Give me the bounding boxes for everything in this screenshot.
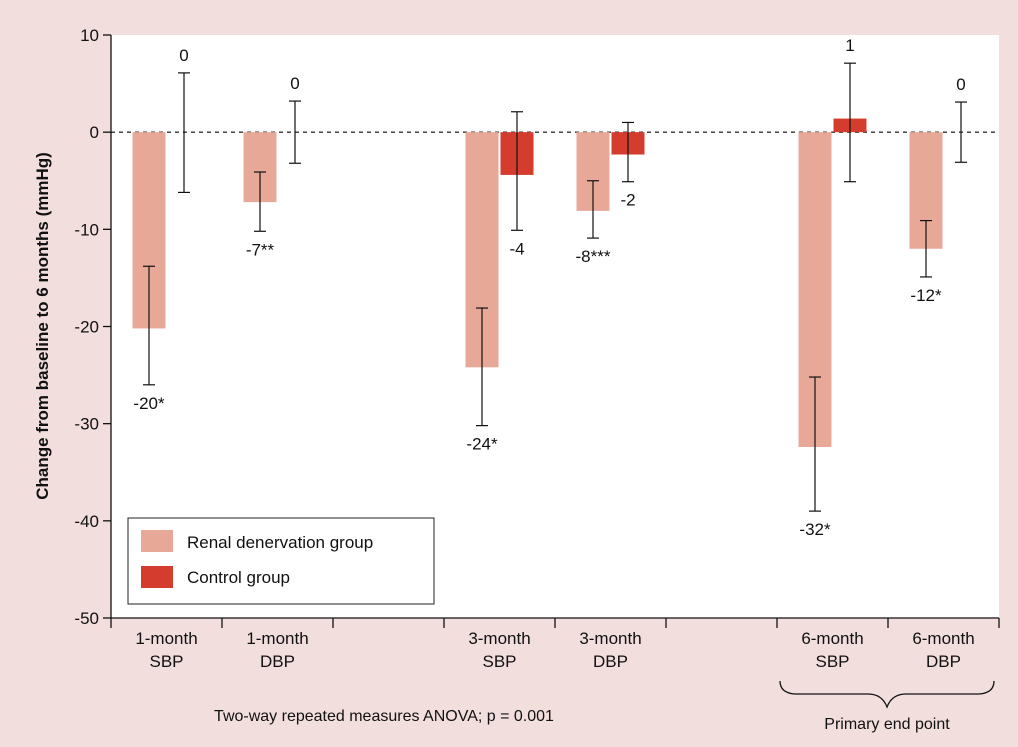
data-label-6-0: -32* xyxy=(799,520,831,539)
y-tick-label-3: -20 xyxy=(74,318,99,337)
legend-box xyxy=(127,517,435,605)
legend-swatch-control xyxy=(141,566,173,588)
y-tick-label-2: -10 xyxy=(74,220,99,239)
data-label-0-1: 0 xyxy=(179,46,188,65)
y-tick-label-0: 10 xyxy=(80,26,99,45)
data-label-4-0: -8*** xyxy=(576,247,611,266)
x-tick-sublabel-4: DBP xyxy=(593,652,628,671)
y-tick-label-5: -40 xyxy=(74,512,99,531)
data-label-3-0: -24* xyxy=(466,435,498,454)
x-tick-label-7: 6-month xyxy=(912,629,974,648)
data-label-0-0: -20* xyxy=(133,394,165,413)
x-tick-label-0: 1-month xyxy=(135,629,197,648)
data-label-6-1: 1 xyxy=(845,36,854,55)
y-tick-label-1: 0 xyxy=(90,123,99,142)
data-label-4-1: -2 xyxy=(620,191,635,210)
x-tick-sublabel-3: SBP xyxy=(482,652,516,671)
x-tick-label-3: 3-month xyxy=(468,629,530,648)
data-label-3-1: -4 xyxy=(509,239,524,258)
x-tick-label-1: 1-month xyxy=(246,629,308,648)
legend-swatch-renal-denervation xyxy=(141,530,173,552)
data-label-1-0: -7** xyxy=(246,240,275,259)
y-axis-title: Change from baseline to 6 months (mmHg) xyxy=(33,152,52,500)
x-tick-label-6: 6-month xyxy=(801,629,863,648)
x-tick-label-4: 3-month xyxy=(579,629,641,648)
legend-label-renal-denervation: Renal denervation group xyxy=(187,533,373,552)
x-tick-sublabel-1: DBP xyxy=(260,652,295,671)
y-tick-label-4: -30 xyxy=(74,415,99,434)
primary-end-point-bracket xyxy=(779,680,995,709)
x-tick-sublabel-6: SBP xyxy=(815,652,849,671)
y-tick-label-6: -50 xyxy=(74,609,99,628)
footnote: Two-way repeated measures ANOVA; p = 0.0… xyxy=(214,708,554,725)
data-label-7-1: 0 xyxy=(956,75,965,94)
data-label-1-1: 0 xyxy=(290,74,299,93)
data-label-7-0: -12* xyxy=(910,286,942,305)
x-tick-sublabel-0: SBP xyxy=(149,652,183,671)
x-tick-sublabel-7: DBP xyxy=(926,652,961,671)
legend: Renal denervation group Control group xyxy=(127,517,435,605)
bracket-label: Primary end point xyxy=(824,716,950,733)
legend-label-control: Control group xyxy=(187,568,290,587)
